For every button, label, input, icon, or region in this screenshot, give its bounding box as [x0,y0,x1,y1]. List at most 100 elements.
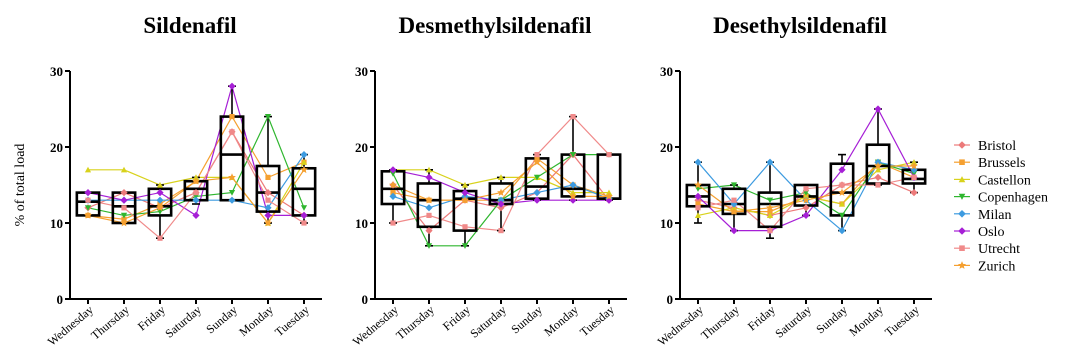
data-point [264,218,272,227]
data-point [766,212,774,218]
data-point [570,114,576,120]
data-point [766,158,774,166]
y-tick-label: 0 [362,292,369,307]
data-point [228,173,236,181]
data-point [802,190,810,196]
y-tick-label: 10 [50,216,63,231]
data-point [192,211,200,219]
y-tick-label: 30 [50,64,63,79]
data-point [265,197,271,203]
data-point [766,197,774,204]
data-point [390,190,396,196]
data-point [569,181,577,189]
data-point [498,228,504,234]
data-point [229,114,235,120]
legend-label: Bristol [978,139,1016,154]
x-tick-label: Wednesday [655,303,706,349]
data-point [695,205,701,211]
data-point [694,158,702,166]
data-point [156,189,164,197]
data-point [120,212,128,219]
data-point [838,166,846,174]
legend-item: Utrecht [954,242,1020,257]
legend-marker [958,193,966,200]
data-point [839,182,845,188]
box-body [255,164,281,213]
data-point [874,105,882,113]
legend-marker [959,159,965,165]
x-tick-label: Monday [846,303,886,339]
x-tick-label: Tuesday [882,303,922,340]
data-point [874,173,882,181]
data-point [838,200,846,207]
y-tick-label: 20 [660,140,673,155]
data-point [84,205,92,211]
legend-label: Utrecht [978,242,1020,257]
y-tick-label: 30 [355,64,368,79]
data-point [264,204,272,212]
data-point [767,209,773,215]
x-tick-label: Sunday [813,303,850,337]
data-point [533,196,541,204]
legend-item: Brussels [954,156,1025,171]
data-point [425,243,433,249]
panel-title: Desmethylsildenafil [399,13,592,38]
legend-label: Zurich [978,259,1015,274]
data-point [228,82,236,90]
data-point [425,204,433,212]
data-point [389,166,397,174]
data-point [838,212,846,219]
data-point [264,211,272,219]
data-point [911,174,917,180]
data-point [875,182,881,188]
legend-marker [958,227,966,235]
data-point [533,189,541,197]
data-point [767,228,773,234]
data-point [425,173,433,181]
box [219,85,245,202]
x-tick-label: Sunday [508,303,545,337]
data-point [803,186,809,192]
legend-item: Milan [954,208,1011,223]
x-tick-label: Wednesday [350,303,401,349]
data-point [694,192,702,200]
data-point [838,227,846,235]
x-tick-label: Wednesday [45,303,96,349]
y-tick-label: 10 [660,216,673,231]
data-point [730,207,738,215]
data-point [874,166,882,173]
data-point [694,212,702,218]
data-point [121,205,127,211]
data-point [300,159,308,165]
y-tick-label: 20 [355,140,368,155]
data-point [497,200,505,208]
data-point [569,192,577,200]
data-point [802,196,810,204]
data-point [606,152,612,158]
data-point [156,196,164,204]
data-point [84,211,92,219]
legend-item: Castellon [954,173,1031,188]
y-tick-label: 10 [355,216,368,231]
legend-label: Brussels [978,156,1025,171]
data-point [300,165,308,174]
data-point [730,182,738,189]
legend-item: Bristol [954,139,1016,154]
data-point [497,204,505,212]
legend-marker [958,176,966,183]
legend-marker [957,261,967,269]
legend-label: Copenhagen [978,191,1048,206]
data-point [730,227,738,235]
data-point [265,174,271,180]
data-point [766,203,774,212]
data-point [534,152,540,158]
data-point [156,203,164,212]
data-point [390,220,396,226]
legend-label: Castellon [978,173,1031,188]
data-point [193,190,199,196]
data-point [497,174,505,180]
panel-title: Sildenafil [143,13,236,38]
data-point [425,196,433,204]
panel-title: Desethylsildenafil [713,13,887,38]
data-point [192,177,200,185]
